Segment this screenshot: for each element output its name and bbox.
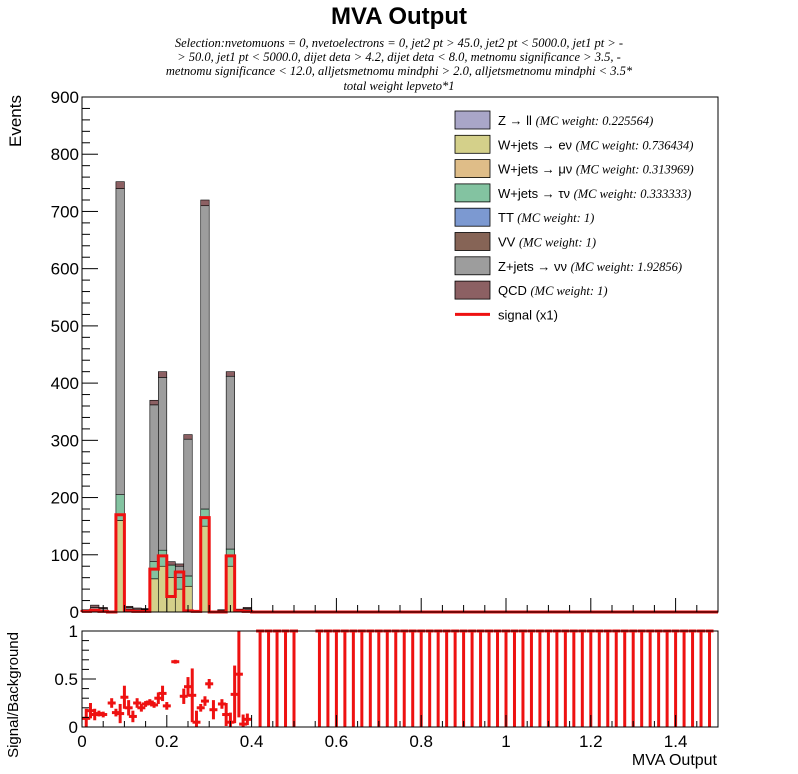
legend-box [447, 105, 717, 330]
legend-swatch-3 [454, 183, 491, 203]
ratio-y-axis-label: Signal/Background [5, 632, 22, 758]
legend-entry-8: signal (x1) [498, 307, 558, 322]
bar-qcd-11 [174, 563, 185, 567]
ratio-y-tick-label: 0 [69, 718, 78, 737]
y-tick-label: 900 [51, 88, 79, 107]
bar-zvv-9 [158, 377, 168, 551]
bar-qcd-4 [115, 181, 125, 189]
ratio-y-tick-label: 0.5 [54, 670, 78, 689]
legend-entry-0: Z → ll (MC weight: 0.225564) [498, 113, 653, 128]
bar-qcd-8 [149, 399, 159, 406]
main-plot-axes: 0 100 200 300 400 500 600 700 800 900 [51, 88, 719, 622]
legend-swatch-7 [454, 280, 491, 300]
legend-entry-1: W+jets → eν (MC weight: 0.736434) [498, 137, 693, 152]
bar-zvv-17 [225, 375, 235, 550]
legend-entry-5: VV (MC weight: 1) [498, 235, 596, 250]
x-tick-label: 1.2 [579, 732, 603, 751]
legend-entry-3: W+jets → τν (MC weight: 0.333333) [498, 186, 691, 201]
bar-qcd-17 [225, 371, 235, 377]
legend-entry-6: Z+jets → νν (MC weight: 1.92856) [498, 259, 682, 274]
legend-swatch-0 [454, 110, 491, 130]
chart-title: MVA Output [331, 3, 467, 30]
y-tick-label: 300 [51, 431, 79, 450]
y-tick-label: 400 [51, 374, 79, 393]
bar-qcd-12 [183, 434, 193, 440]
bar-qcd-19 [242, 607, 252, 609]
bar-qcd-6 [132, 607, 142, 610]
bar-zvv-12 [183, 438, 193, 577]
bar-zvv-14 [200, 205, 210, 510]
bar-qcd-1 [90, 604, 100, 608]
x-tick-label: 0.6 [325, 732, 349, 751]
bar-qcd-14 [200, 199, 210, 207]
chart-subtitle-line-1: Selection:nvetomuons = 0, nvetoelectrons… [175, 36, 623, 50]
legend-entry-2: W+jets → μν (MC weight: 0.313969) [498, 162, 694, 177]
chart-subtitle-line-4: total weight lepveto*1 [343, 79, 454, 93]
x-tick-label: 1 [501, 732, 510, 751]
chart-subtitle-line-2: > 50.0, jet1 pt < 5000.0, dijet deta > 4… [177, 50, 621, 64]
bar-qcd-9 [158, 371, 168, 378]
legend-swatch-4 [454, 207, 491, 227]
y-tick-label: 800 [51, 145, 79, 164]
legend: Z → ll (MC weight: 0.225564) W+jets → eν … [447, 105, 717, 330]
bar-zvv-8 [149, 404, 159, 562]
legend-swatch-1 [454, 134, 491, 154]
bar-zvv-4 [115, 188, 125, 495]
x-tick-label: 0.8 [409, 732, 433, 751]
legend-entry-4: TT (MC weight: 1) [498, 210, 594, 225]
y-tick-label: 600 [51, 260, 79, 279]
y-tick-label: 0 [70, 603, 79, 622]
x-tick-label: 0 [77, 732, 86, 751]
y-tick-label: 700 [51, 202, 79, 221]
legend-swatch-5 [454, 232, 491, 251]
legend-swatch-2 [454, 159, 491, 179]
main-plot-bars [81, 181, 278, 613]
x-axis-label: MVA Output [632, 752, 718, 769]
chart-subtitle-line-3: metnomu significance < 12.0, alljetsmetn… [166, 64, 633, 78]
y-tick-label: 100 [51, 546, 79, 565]
x-tick-label: 1.4 [664, 732, 688, 751]
y-tick-label: 500 [51, 317, 79, 336]
legend-swatch-6 [454, 256, 491, 276]
ratio-plot-axes: 0 0.5 1 0 0.2 0.4 0.6 0.8 1 1.2 1.4 [54, 622, 719, 751]
legend-entry-7: QCD (MC weight: 1) [498, 283, 608, 298]
ratio-plot [82, 629, 718, 727]
y-tick-label: 200 [51, 489, 79, 508]
y-axis-label: Events [6, 95, 25, 147]
x-tick-label: 0.4 [240, 732, 264, 751]
x-tick-label: 0.2 [155, 732, 179, 751]
ratio-y-tick-label: 1 [69, 622, 78, 641]
